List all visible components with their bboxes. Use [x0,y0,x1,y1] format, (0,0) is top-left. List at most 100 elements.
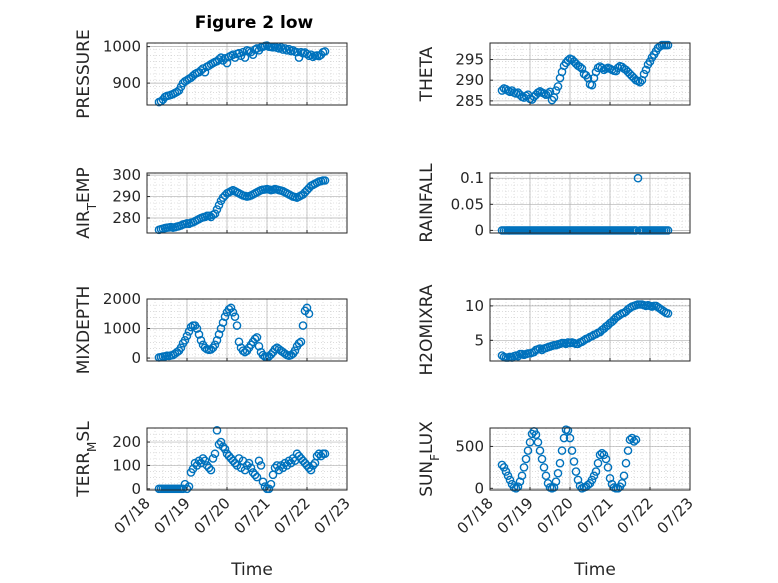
data-point [320,176,330,185]
data-point [288,45,298,55]
axes-frame [489,172,691,234]
data-point [591,67,601,77]
data-point [519,463,529,472]
figure-title: Figure 2 low [195,13,314,33]
x-tick-label: 07/21 [574,494,617,537]
data-point [210,209,220,219]
y-tick-label: 2000 [103,290,141,308]
data-point [663,309,673,318]
data-point [577,64,587,73]
grid [146,173,348,233]
x-tick-label: 07/23 [654,494,697,537]
data-point [663,226,673,235]
y-tick-label: 290 [455,71,484,89]
data-point [515,477,525,486]
y-tick-label: 0 [131,349,141,367]
data-point [314,449,324,459]
x-tick-label: 07/19 [494,494,537,537]
data-point [521,454,531,464]
axes-frame [489,298,691,362]
x-axis-label-left: Time [230,560,273,580]
y-tick-label: 280 [112,209,141,227]
data-point [218,318,228,327]
data-point [523,446,533,455]
x-tick-label: 07/22 [614,494,657,537]
data-point [561,339,571,349]
data-point [497,86,507,95]
data-point [597,63,607,73]
data-point [210,449,220,459]
data-point [194,330,204,339]
data-point [198,454,208,463]
series-markers [154,426,330,494]
data-point [587,475,597,485]
data-point [645,57,655,66]
data-point [531,430,541,440]
grid [146,43,348,105]
data-point [320,449,330,459]
x-tick-label: 07/20 [534,494,577,537]
data-point [200,456,210,466]
axes-frame [146,172,348,234]
data-point [208,454,218,463]
data-point [266,479,276,489]
y-tick-label: 1000 [103,38,141,56]
data-point [258,477,268,487]
data-point [290,346,300,355]
data-point [569,457,579,466]
axes-frame [489,427,691,491]
data-point [575,481,585,491]
y-axis-label: TERRMSL [74,421,99,498]
data-point [228,307,238,317]
data-point [595,450,605,460]
data-point [571,467,581,476]
data-point [298,321,308,330]
y-tick-label: 100 [112,456,141,474]
data-point [184,327,194,336]
y-tick-label: 0.05 [451,195,484,213]
data-point [308,461,318,470]
data-point [635,77,645,87]
x-tick-label: 07/18 [454,494,497,537]
data-point [511,484,521,493]
data-point [533,437,543,447]
data-point [250,334,260,344]
data-point [226,303,236,313]
data-point [641,65,651,75]
data-point [617,478,627,488]
data-point [264,484,274,494]
data-point [214,330,224,339]
data-point [547,95,557,105]
data-point [539,463,549,472]
y-axis-label: RAINFALL [417,163,437,243]
series-markers [497,425,641,493]
x-axis-label-right: Time [573,560,616,580]
data-point [553,82,563,91]
data-point [543,89,553,98]
data-point [603,463,613,472]
y-tick-label: 290 [112,188,141,206]
data-point [623,446,633,455]
data-point [220,444,230,454]
data-point [621,458,631,468]
data-point [252,333,262,342]
x-tick-label: 07/23 [311,494,354,537]
data-point [537,454,547,464]
series-markers [154,176,330,235]
data-point [589,471,599,481]
subplot-h2omixra: 5 10 H2OMIXRA [417,284,691,376]
data-point [503,471,513,481]
data-point [545,87,555,97]
data-point [517,471,527,481]
data-point [182,484,192,494]
data-point [541,471,551,481]
data-point [302,303,312,313]
data-point [254,341,264,351]
y-tick-label: 0 [131,480,141,498]
data-point [180,336,190,345]
data-point [563,56,573,65]
data-point [593,458,603,468]
series-markers [154,303,314,362]
data-point [234,337,244,347]
